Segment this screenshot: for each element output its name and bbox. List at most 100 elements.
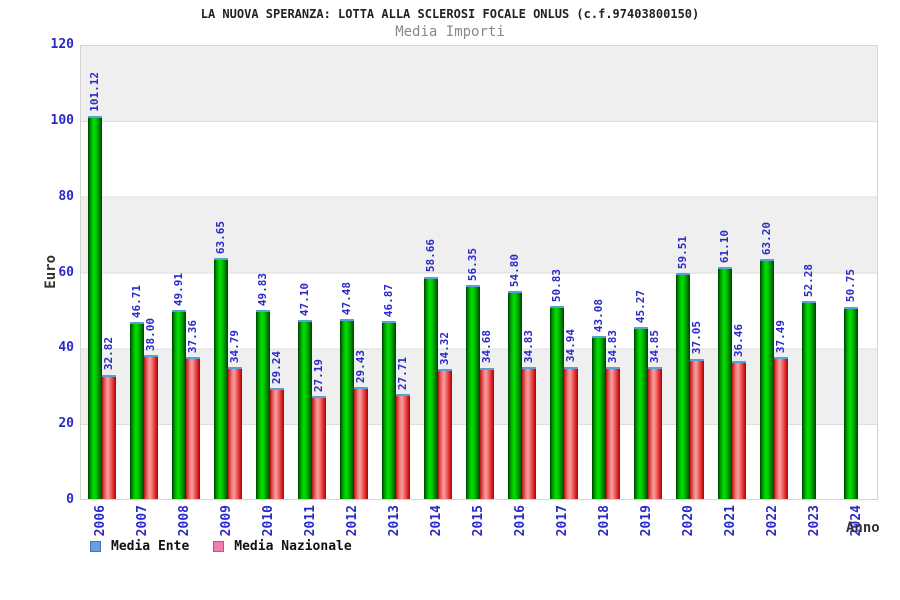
bar-value-label: 29.24 bbox=[270, 351, 283, 385]
x-tick-label: 2011 bbox=[303, 505, 318, 537]
bar-media-ente bbox=[172, 309, 186, 499]
bar-value-label: 45.27 bbox=[634, 290, 647, 324]
bar-media-nazionale bbox=[690, 358, 704, 499]
bar-media-nazionale bbox=[564, 366, 578, 499]
x-tick-label: 2007 bbox=[135, 505, 150, 537]
bar-media-ente bbox=[424, 276, 438, 499]
x-tick-label: 2020 bbox=[681, 505, 696, 537]
bar-media-ente bbox=[844, 306, 858, 499]
x-tick-label: 2010 bbox=[261, 505, 276, 537]
bar-media-ente bbox=[508, 291, 522, 499]
bar-value-label: 38.00 bbox=[144, 317, 157, 351]
bar-media-nazionale bbox=[732, 360, 746, 499]
bar-media-ente bbox=[634, 327, 648, 499]
x-tick-label: 2021 bbox=[723, 505, 738, 537]
x-tick-label: 2023 bbox=[807, 505, 822, 537]
bar-media-ente bbox=[550, 306, 564, 499]
x-axis-title: Anno bbox=[846, 520, 880, 536]
bar-value-label: 34.79 bbox=[228, 329, 241, 364]
bar-media-ente bbox=[130, 321, 144, 499]
x-tick-label: 2012 bbox=[345, 505, 360, 537]
bar-value-label: 101.12 bbox=[88, 71, 101, 112]
bar-value-label: 46.71 bbox=[130, 284, 143, 318]
bar-media-ente bbox=[298, 320, 312, 499]
bar-value-label: 54.80 bbox=[508, 254, 521, 288]
media-ente-swatch-icon bbox=[90, 541, 101, 552]
y-tick-label: 100 bbox=[50, 112, 74, 128]
bar-value-label: 46.87 bbox=[382, 284, 395, 318]
bar-value-label: 50.75 bbox=[844, 269, 857, 303]
bar-media-nazionale bbox=[522, 366, 536, 499]
bar-media-nazionale bbox=[144, 354, 158, 499]
x-tick-label: 2009 bbox=[219, 505, 234, 537]
bar-value-label: 61.10 bbox=[718, 230, 731, 264]
bar-value-label: 63.65 bbox=[214, 220, 227, 254]
bar-media-nazionale bbox=[228, 367, 242, 499]
x-axis-labels: 2006 2007 2008 2009 2010 2011 2012 2013 2014 2015… bbox=[80, 505, 878, 541]
bar-value-label: 47.48 bbox=[340, 281, 353, 315]
bar-media-ente bbox=[592, 335, 606, 499]
bar-value-label: 47.10 bbox=[298, 283, 311, 317]
bar-media-nazionale bbox=[186, 357, 200, 499]
bar-media-nazionale bbox=[270, 388, 284, 499]
bar-media-ente bbox=[340, 318, 354, 499]
plot-area: 101.12 32.82 46.71 38.00 49.91 37.36 63.65 34.7… bbox=[80, 45, 878, 500]
bar-media-nazionale bbox=[774, 356, 788, 499]
bar-value-label: 49.83 bbox=[256, 272, 269, 307]
x-tick-label: 2008 bbox=[177, 505, 192, 537]
bar-value-label: 43.08 bbox=[592, 298, 605, 332]
legend-item-media-ente: Media Ente bbox=[90, 539, 189, 554]
y-tick-label: 80 bbox=[58, 188, 74, 204]
bar-value-label: 56.35 bbox=[466, 248, 479, 282]
x-tick-label: 2018 bbox=[597, 505, 612, 537]
chart-subtitle: Media Importi bbox=[395, 24, 505, 40]
bar-value-label: 34.85 bbox=[648, 329, 661, 363]
bar-value-label: 34.83 bbox=[606, 329, 619, 363]
bar-media-ente bbox=[466, 285, 480, 499]
bar-media-nazionale bbox=[102, 374, 116, 499]
bar-media-ente bbox=[676, 273, 690, 499]
bar-value-label: 59.51 bbox=[676, 236, 689, 270]
bar-value-label: 52.28 bbox=[802, 263, 815, 297]
bar-media-ente bbox=[256, 310, 270, 499]
bar-value-label: 27.71 bbox=[396, 356, 409, 390]
y-tick-label: 60 bbox=[58, 264, 74, 280]
bar-media-nazionale bbox=[438, 368, 452, 499]
x-tick-label: 2016 bbox=[513, 505, 528, 537]
chart-title: LA NUOVA SPERANZA: LOTTA ALLA SCLEROSI F… bbox=[200, 7, 700, 21]
y-tick-label: 0 bbox=[66, 492, 74, 507]
bar-value-label: 49.91 bbox=[172, 272, 185, 306]
x-tick-label: 2022 bbox=[765, 505, 780, 537]
bar-media-ente bbox=[718, 267, 732, 499]
legend: Media Ente Media Nazionale bbox=[90, 539, 352, 554]
x-tick-label: 2015 bbox=[471, 505, 486, 537]
bar-value-label: 34.94 bbox=[564, 329, 577, 363]
x-tick-label: 2017 bbox=[555, 505, 570, 537]
bar-media-nazionale bbox=[606, 366, 620, 499]
bar-value-label: 58.66 bbox=[424, 239, 437, 273]
x-tick-label: 2013 bbox=[387, 505, 402, 537]
bar-media-nazionale bbox=[312, 395, 326, 499]
bar-media-ente bbox=[88, 115, 102, 499]
legend-label-media-ente: Media Ente bbox=[111, 539, 190, 554]
bar-value-label: 34.32 bbox=[438, 331, 451, 365]
bar-value-label: 34.68 bbox=[480, 330, 493, 364]
media-nazionale-swatch-icon bbox=[213, 541, 225, 552]
y-tick-label: 120 bbox=[50, 37, 74, 52]
x-tick-label: 2006 bbox=[93, 505, 108, 537]
y-tick-label: 20 bbox=[58, 416, 74, 432]
bar-media-ente bbox=[802, 300, 816, 499]
bar-value-label: 29.43 bbox=[354, 350, 367, 384]
bar-media-nazionale bbox=[396, 393, 410, 499]
bar-media-ente bbox=[214, 257, 228, 499]
bar-value-label: 37.49 bbox=[774, 319, 787, 353]
bar-media-ente bbox=[382, 321, 396, 499]
legend-item-media-nazionale: Media Nazionale bbox=[213, 539, 352, 554]
x-tick-label: 2019 bbox=[639, 505, 654, 537]
bar-value-label: 63.20 bbox=[760, 222, 773, 256]
bar-value-label: 50.83 bbox=[550, 269, 563, 303]
bar-value-label: 34.83 bbox=[522, 329, 535, 363]
legend-label-media-nazionale: Media Nazionale bbox=[234, 539, 352, 554]
bar-value-label: 37.05 bbox=[690, 321, 703, 355]
